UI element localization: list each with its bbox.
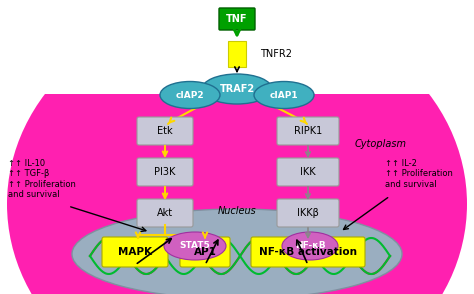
Text: Akt: Akt <box>157 208 173 218</box>
Text: PI3K: PI3K <box>155 167 176 177</box>
Text: Cytoplasm: Cytoplasm <box>355 139 407 149</box>
Text: TNFR2: TNFR2 <box>260 49 292 59</box>
Text: TNF: TNF <box>226 14 248 24</box>
Text: Nucleus: Nucleus <box>218 206 256 216</box>
Text: RIPK1: RIPK1 <box>294 126 322 136</box>
Ellipse shape <box>164 232 226 260</box>
FancyBboxPatch shape <box>180 237 230 267</box>
Ellipse shape <box>72 209 402 294</box>
Text: ↑↑ IL-2
↑↑ Proliferation
and survival: ↑↑ IL-2 ↑↑ Proliferation and survival <box>385 159 453 189</box>
Ellipse shape <box>282 232 338 260</box>
FancyBboxPatch shape <box>251 237 365 267</box>
Text: MAPK: MAPK <box>118 247 152 257</box>
Text: STAT5: STAT5 <box>180 241 210 250</box>
Bar <box>0 0 474 94</box>
FancyBboxPatch shape <box>277 199 339 227</box>
Text: IKKβ: IKKβ <box>297 208 319 218</box>
Ellipse shape <box>254 81 314 108</box>
Text: TRAF2: TRAF2 <box>219 84 255 94</box>
FancyBboxPatch shape <box>219 8 255 30</box>
Ellipse shape <box>202 74 272 104</box>
Text: cIAP2: cIAP2 <box>176 91 204 99</box>
Text: Etk: Etk <box>157 126 173 136</box>
Ellipse shape <box>7 4 467 294</box>
Text: cIAP1: cIAP1 <box>270 91 298 99</box>
Text: IKK: IKK <box>300 167 316 177</box>
Ellipse shape <box>160 81 220 108</box>
Text: NF-κB activation: NF-κB activation <box>259 247 357 257</box>
FancyBboxPatch shape <box>277 117 339 145</box>
FancyBboxPatch shape <box>277 158 339 186</box>
Bar <box>228 41 246 67</box>
Text: NF-κB: NF-κB <box>295 241 325 250</box>
FancyBboxPatch shape <box>137 158 193 186</box>
Text: ↑↑ IL-10
↑↑ TGF-β
↑↑ Proliferation
and survival: ↑↑ IL-10 ↑↑ TGF-β ↑↑ Proliferation and s… <box>8 159 76 199</box>
FancyBboxPatch shape <box>102 237 168 267</box>
FancyBboxPatch shape <box>137 199 193 227</box>
FancyBboxPatch shape <box>137 117 193 145</box>
Text: AP1: AP1 <box>193 247 217 257</box>
